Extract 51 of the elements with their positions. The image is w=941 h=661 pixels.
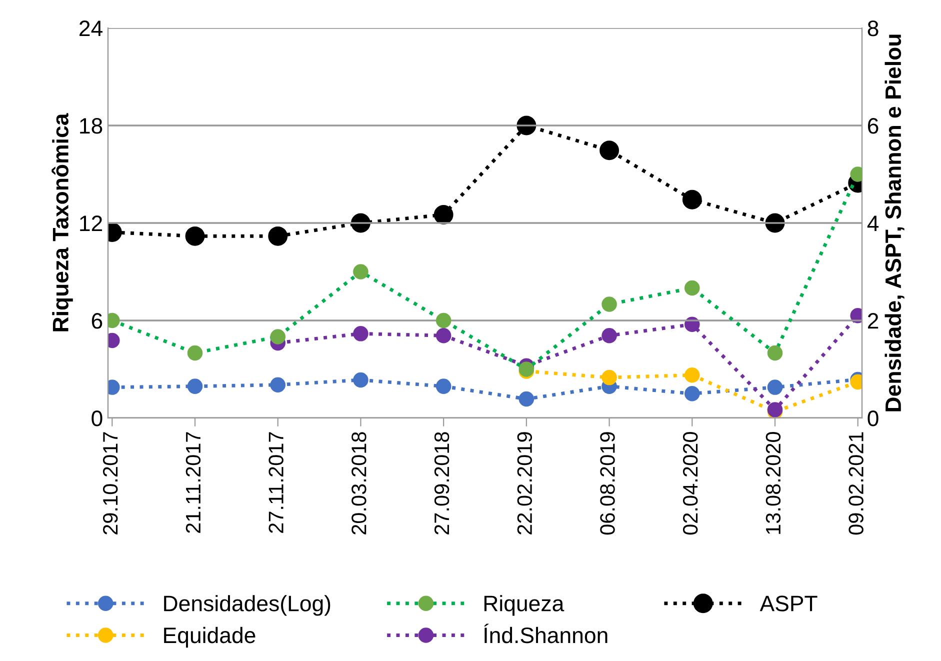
legend-label: Riqueza xyxy=(484,595,564,616)
point xyxy=(187,378,203,394)
x-tick-label: 29.10.2017 xyxy=(102,432,118,534)
y-axis-title: Riqueza Taxonômica xyxy=(52,113,73,332)
y-tick-label: 0 xyxy=(92,410,102,426)
point xyxy=(602,328,617,344)
x-tick-label: 20.03.2018 xyxy=(352,432,366,534)
point xyxy=(270,377,286,392)
point xyxy=(602,296,617,312)
point xyxy=(684,367,700,383)
point xyxy=(353,264,368,280)
x-tick-label: 27.11.2017 xyxy=(268,432,284,533)
point xyxy=(602,370,617,386)
legend-label: Equidade xyxy=(164,626,256,648)
y-tick-label: 24 xyxy=(80,20,102,36)
point xyxy=(684,280,700,296)
y2-tick-label: 0 xyxy=(868,410,878,426)
point xyxy=(270,329,286,344)
y2-tick-label: 2 xyxy=(868,313,878,329)
x-tick-label: 13.08.2020 xyxy=(766,432,781,534)
point xyxy=(767,380,783,395)
y2-axis-title: Densidade, ASPT, Shannon e Pielou xyxy=(884,34,904,412)
point xyxy=(353,326,368,342)
y-tick-label: 18 xyxy=(80,118,102,134)
y2-tick-label: 6 xyxy=(868,118,878,134)
point xyxy=(268,226,288,246)
point xyxy=(185,226,205,246)
x-tick-label: 21.11.2017 xyxy=(186,432,201,533)
y2-tick-label: 8 xyxy=(868,20,878,36)
y-tick-label: 12 xyxy=(80,216,102,232)
legend-label: Índ.Shannon xyxy=(484,624,608,644)
x-tick-label: 22.02.2019 xyxy=(517,432,532,534)
legend-label: Densidades(Log) xyxy=(164,595,330,616)
point xyxy=(353,372,368,388)
y-tick-label: 6 xyxy=(92,313,102,329)
point xyxy=(518,391,534,407)
point xyxy=(434,204,454,224)
point xyxy=(600,140,620,160)
point xyxy=(767,345,783,361)
x-tick-label: 02.04.2020 xyxy=(682,432,698,535)
point xyxy=(187,345,203,361)
point xyxy=(436,328,452,344)
point xyxy=(684,386,700,402)
y2-tick-label: 4 xyxy=(867,216,879,232)
point xyxy=(682,190,702,210)
x-tick-label: 09.02.2021 xyxy=(848,432,864,535)
legend-label: ASPT xyxy=(760,596,818,612)
point xyxy=(436,378,452,394)
x-tick-label: 27.09.2018 xyxy=(434,432,450,534)
x-tick-label: 06.08.2019 xyxy=(600,432,615,535)
point xyxy=(436,312,452,328)
